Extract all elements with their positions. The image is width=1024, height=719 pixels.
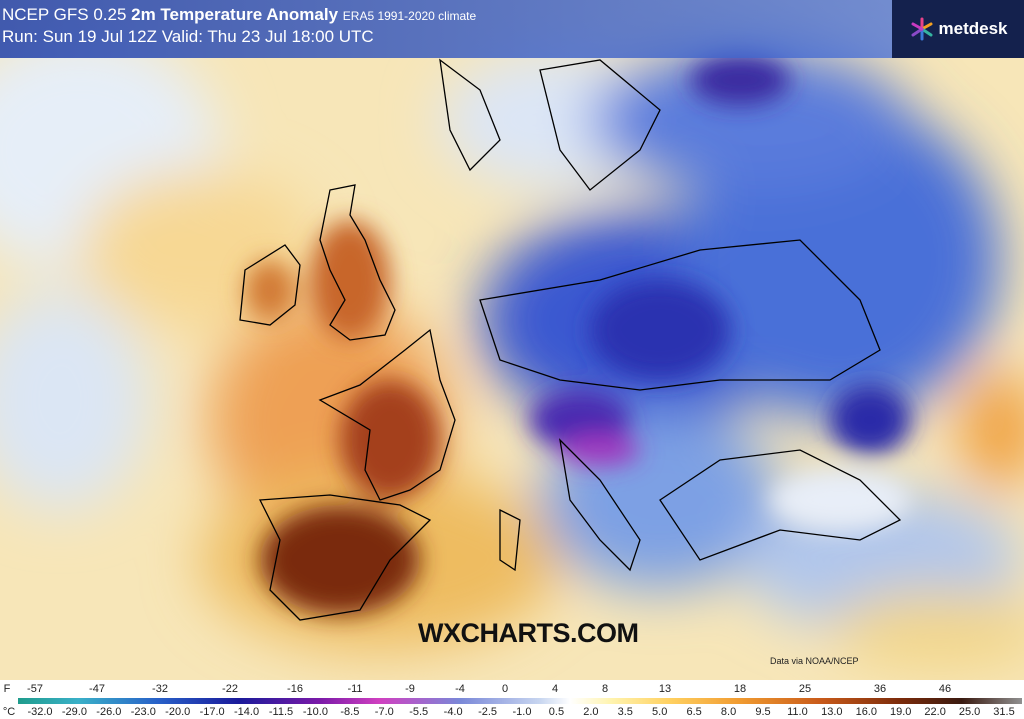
c-label: 31.5 [993,706,1015,718]
c-label: 0.5 [548,706,565,718]
f-label: 25 [798,683,812,695]
map [0,0,1024,680]
f-label: -32 [152,683,168,695]
f-label: 13 [658,683,672,695]
c-label: -5.5 [409,706,429,718]
c-label: 22.0 [924,706,946,718]
c-label: 25.0 [958,706,981,718]
c-label: 13.0 [821,706,843,718]
c-label: -14.0 [234,706,260,718]
c-label: -4.0 [443,706,463,718]
c-label: -26.0 [96,706,122,718]
data-credit: Data via NOAA/NCEP [770,656,859,666]
c-label: 5.0 [652,706,668,718]
c-label: -23.0 [130,706,156,718]
c-label: 11.0 [787,706,808,718]
climate: ERA5 1991-2020 climate [342,9,477,23]
f-label: -47 [89,683,105,695]
f-label: -4 [455,683,465,695]
f-label: 8 [601,683,609,695]
logo-icon [911,17,932,41]
title-line: NCEP GFS 0.25 2m Temperature Anomaly ERA… [2,5,476,25]
watermark: WXCHARTS.COM [418,618,639,648]
f-label: 46 [938,683,952,695]
f-label: -9 [405,683,415,695]
f-label: -22 [222,683,238,695]
c-label: -32.0 [27,706,53,718]
c-label: -1.0 [512,706,532,718]
f-label: 0 [501,683,509,695]
c-label: 9.5 [755,706,771,718]
title: 2m Temperature Anomaly [131,5,339,24]
f-label: 36 [873,683,887,695]
c-label: -10.0 [302,706,328,718]
c-label: 19.0 [889,706,912,718]
f-label: 18 [733,683,747,695]
c-label: 8.0 [720,706,737,718]
c-label: -29.0 [61,706,87,718]
run-line: Run: Sun 19 Jul 12Z Valid: Thu 23 Jul 18… [2,27,374,46]
c-label: -11.5 [268,706,294,718]
c-label: -2.5 [478,706,498,718]
colorbar-gradient [18,698,1022,704]
f-label: -16 [287,683,303,695]
c-label: 6.5 [686,706,702,718]
unit-f: F [3,683,11,695]
f-label: 4 [551,683,559,695]
c-label: -8.5 [340,706,360,718]
c-label: 3.5 [617,706,633,718]
logo-text: metdesk [938,19,1008,38]
coastlines [239,58,902,621]
f-label: -11 [347,683,363,695]
f-label: -57 [27,683,43,695]
c-label: -7.0 [374,706,394,718]
c-label: -17.0 [199,706,225,718]
header: NCEP GFS 0.25 2m Temperature Anomaly ERA… [0,0,892,58]
unit-c: °C [2,706,16,718]
colorbar: F °C -57 -47 -32 -22 -16 -11 -9 -4 0 4 8 13 18 25 36 46… [0,680,1024,719]
c-label: 16.0 [855,706,877,718]
c-label: -20.0 [165,706,191,718]
logo[interactable]: metdesk [892,0,1024,58]
model: NCEP GFS 0.25 [2,5,127,24]
c-label: 2.0 [583,706,599,718]
